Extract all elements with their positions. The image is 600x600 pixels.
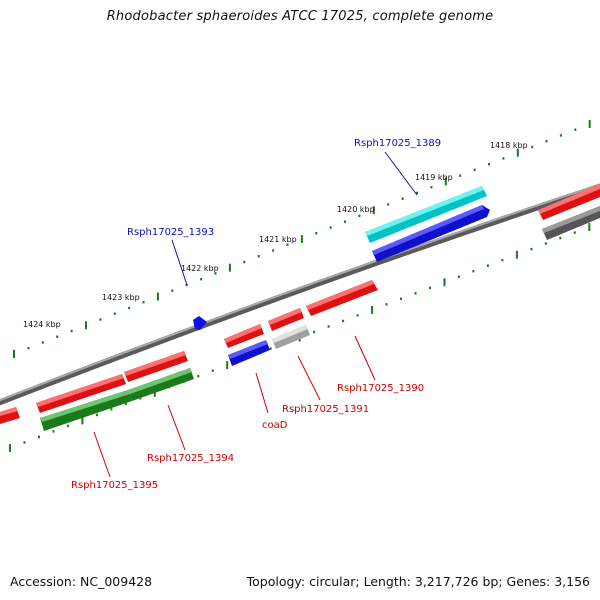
- gene-labels: Rsph17025_1389 Rsph17025_1393 Rsph17025_…: [71, 138, 441, 491]
- gene-rsph17025-1391[interactable]: [272, 325, 310, 349]
- gene-label-1390[interactable]: Rsph17025_1390: [337, 383, 424, 394]
- gene-minus-red-b[interactable]: [268, 308, 304, 331]
- gene-minus-red-e[interactable]: [36, 374, 126, 413]
- accession-label: Accession: NC_009428: [10, 574, 153, 589]
- label-leaders: [93, 151, 418, 478]
- genome-summary: Topology: circular; Length: 3,217,726 bp…: [246, 574, 590, 589]
- gene-label-1389[interactable]: Rsph17025_1389: [354, 138, 441, 149]
- tick-label-1423: 1423 kbp: [102, 293, 140, 302]
- tick-label-1422: 1422 kbp: [181, 264, 219, 273]
- gene-left-red[interactable]: [0, 407, 20, 424]
- gene-minus-red-c[interactable]: [224, 324, 264, 348]
- genome-backbone: [0, 183, 600, 406]
- gene-right-red[interactable]: [538, 184, 600, 220]
- gene-label-1395[interactable]: Rsph17025_1395: [71, 480, 158, 491]
- tick-label-1419: 1419 kbp: [415, 173, 453, 182]
- gene-plus-blue-a[interactable]: [372, 205, 490, 262]
- gene-rsph17025-1395[interactable]: [40, 390, 132, 431]
- tick-label-1420: 1420 kbp: [337, 205, 375, 214]
- gene-minus-red-d[interactable]: [124, 351, 188, 382]
- gene-right-dark[interactable]: [542, 206, 600, 240]
- tick-labels: 1418 kbp 1419 kbp 1420 kbp 1421 kbp 1422…: [23, 141, 528, 329]
- tick-label-1418: 1418 kbp: [490, 141, 528, 150]
- gene-rsph17025-1394[interactable]: [128, 368, 194, 401]
- gene-label-1394[interactable]: Rsph17025_1394: [147, 453, 234, 464]
- gene-rsph17025-1390[interactable]: [306, 280, 378, 316]
- gene-coaD[interactable]: [228, 340, 270, 366]
- gene-rsph17025-1393[interactable]: [193, 316, 207, 330]
- outer-tick-track: [13, 119, 591, 358]
- tick-label-1424: 1424 kbp: [23, 320, 61, 329]
- tick-label-1421: 1421 kbp: [259, 235, 297, 244]
- gene-rsph17025-1389[interactable]: [365, 186, 487, 243]
- gene-label-1393[interactable]: Rsph17025_1393: [127, 227, 214, 238]
- gene-label-1391[interactable]: Rsph17025_1391: [282, 404, 369, 415]
- gene-label-coaD[interactable]: coaD: [262, 420, 288, 431]
- map-title: Rhodobacter sphaeroides ATCC 17025, comp…: [106, 9, 494, 24]
